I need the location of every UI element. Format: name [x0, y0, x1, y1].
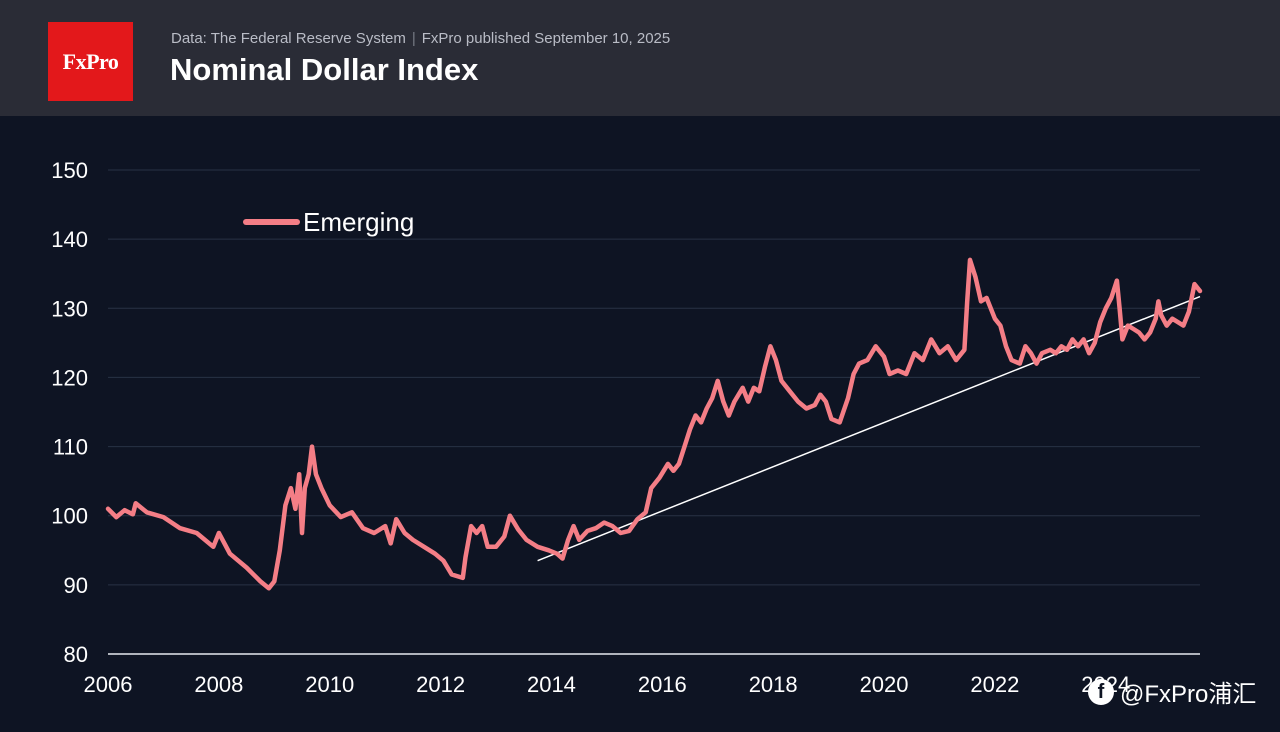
legend: Emerging	[243, 207, 414, 237]
x-tick-label-2018: 2018	[749, 672, 798, 697]
y-axis-ticks: 80 90 100 110 120 130 140 150	[51, 158, 88, 667]
x-tick-label-2010: 2010	[305, 672, 354, 697]
data-source-text: Data: The Federal Reserve System	[171, 30, 406, 47]
y-tick-label-90: 90	[64, 573, 88, 598]
chart-title: Nominal Dollar Index	[170, 52, 479, 87]
x-tick-label-2022: 2022	[970, 672, 1019, 697]
x-tick-label-2008: 2008	[194, 672, 243, 697]
y-tick-label-110: 110	[53, 435, 88, 460]
y-tick-label-100: 100	[51, 504, 88, 529]
series-layer	[105, 257, 1203, 591]
x-tick-label-2014: 2014	[527, 672, 576, 697]
line-chart: 80 90 100 110 120 130 140 150 2006 2008 2010 2012 2…	[51, 158, 1203, 697]
x-tick-label-2016: 2016	[638, 672, 687, 697]
separator: |	[411, 30, 416, 47]
y-tick-label-140: 140	[51, 227, 88, 252]
facebook-icon: f	[1088, 678, 1114, 705]
x-tick-label-2020: 2020	[860, 672, 909, 697]
x-tick-label-2012: 2012	[416, 672, 465, 697]
y-tick-label-120: 120	[51, 365, 88, 390]
watermark: f @FxPro浦汇	[1088, 674, 1256, 709]
legend-label-emerging: Emerging	[303, 207, 414, 237]
fxpro-logo: FxPro	[48, 22, 133, 101]
header-bar: FxPro Data: The Federal Reserve System | F…	[0, 0, 1280, 116]
grid-lines	[108, 169, 1200, 655]
y-tick-label-150: 150	[51, 158, 88, 183]
source-line: Data: The Federal Reserve System | FxPro p…	[171, 30, 670, 47]
watermark-text: @FxPro浦汇	[1120, 681, 1257, 708]
y-tick-label-80: 80	[64, 642, 88, 667]
published-text: FxPro published September 10, 2025	[421, 30, 671, 47]
y-tick-label-130: 130	[51, 296, 88, 321]
x-axis-ticks: 2006200820102012201420162018202020222024	[84, 672, 1131, 697]
series-line-emerging	[105, 257, 1203, 591]
x-tick-label-2006: 2006	[84, 672, 133, 697]
trend-line	[537, 295, 1201, 562]
